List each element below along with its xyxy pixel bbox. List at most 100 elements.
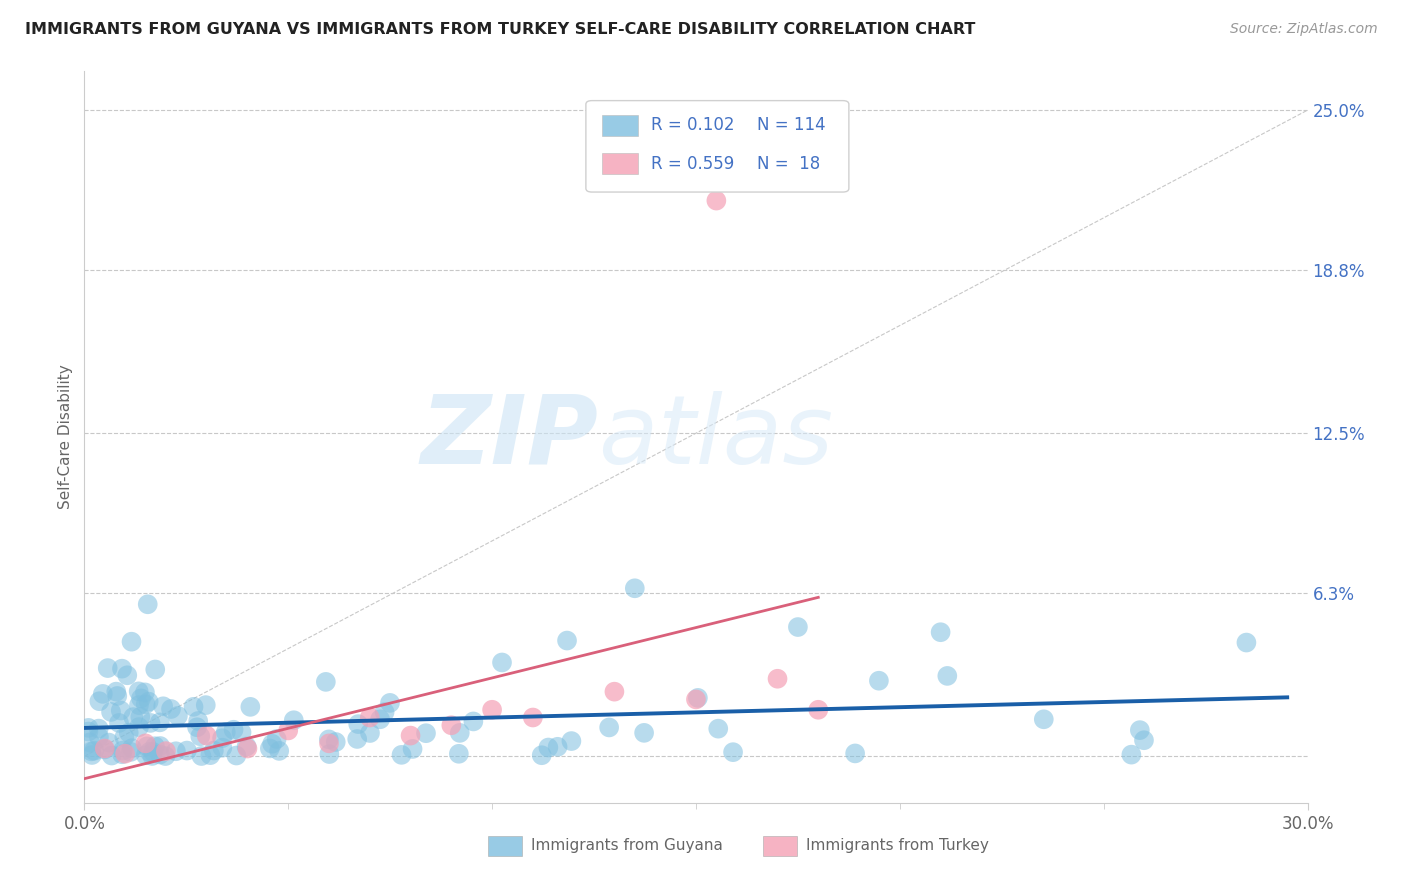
Point: [378, 696, 401, 710]
Point: [190, 749, 212, 764]
Point: [105, 684, 128, 698]
Point: [97, 735, 120, 749]
Point: [603, 684, 626, 698]
Text: Immigrants from Turkey: Immigrants from Turkey: [806, 838, 988, 854]
Text: IMMIGRANTS FROM GUYANA VS IMMIGRANTS FROM TURKEY SELF-CARE DISABILITY CORRELATIO: IMMIGRANTS FROM GUYANA VS IMMIGRANTS FRO…: [25, 22, 976, 37]
Point: [522, 710, 544, 724]
Point: [87, 722, 110, 736]
Point: [239, 699, 262, 714]
Point: [721, 745, 744, 759]
Point: [1121, 747, 1143, 762]
Point: [83, 744, 105, 758]
Point: [598, 721, 620, 735]
FancyBboxPatch shape: [488, 836, 522, 856]
Point: [111, 743, 134, 757]
Point: [415, 726, 437, 740]
Point: [79, 735, 101, 749]
Point: [807, 703, 830, 717]
Point: [211, 731, 233, 746]
Point: [491, 656, 513, 670]
Point: [346, 731, 368, 746]
Point: [215, 725, 238, 739]
Point: [374, 705, 396, 719]
Point: [211, 740, 233, 755]
Point: [120, 745, 142, 759]
Point: [222, 723, 245, 737]
Point: [200, 748, 222, 763]
Point: [686, 690, 709, 705]
Point: [135, 748, 157, 763]
Y-axis label: Self-Care Disability: Self-Care Disability: [58, 365, 73, 509]
Point: [152, 699, 174, 714]
Point: [129, 710, 152, 724]
Point: [122, 710, 145, 724]
Point: [936, 669, 959, 683]
Point: [118, 725, 141, 739]
Point: [555, 633, 578, 648]
FancyBboxPatch shape: [763, 836, 797, 856]
Point: [1032, 712, 1054, 726]
Point: [128, 698, 150, 712]
Point: [447, 747, 470, 761]
Point: [117, 668, 139, 682]
Point: [440, 718, 463, 732]
Point: [165, 744, 187, 758]
Point: [269, 744, 291, 758]
FancyBboxPatch shape: [586, 101, 849, 192]
Point: [91, 687, 114, 701]
Point: [359, 726, 381, 740]
Point: [135, 736, 157, 750]
Point: [100, 748, 122, 763]
Point: [547, 739, 569, 754]
Point: [315, 674, 337, 689]
Point: [87, 730, 110, 744]
Point: [155, 744, 177, 758]
Point: [114, 747, 136, 761]
Point: [110, 704, 132, 718]
Point: [100, 705, 122, 719]
Point: [128, 684, 150, 698]
Point: [176, 743, 198, 757]
Point: [537, 740, 560, 755]
Point: [77, 724, 100, 739]
Point: [685, 692, 707, 706]
Point: [202, 743, 225, 757]
FancyBboxPatch shape: [602, 114, 638, 136]
Point: [391, 747, 413, 762]
Point: [318, 747, 340, 761]
Point: [347, 717, 370, 731]
Point: [481, 703, 503, 717]
Point: [143, 739, 166, 754]
Point: [112, 731, 135, 745]
Point: [766, 672, 789, 686]
Point: [188, 729, 211, 743]
Point: [560, 734, 582, 748]
Text: Source: ZipAtlas.com: Source: ZipAtlas.com: [1230, 22, 1378, 37]
Point: [77, 721, 100, 735]
Point: [283, 713, 305, 727]
Point: [121, 634, 143, 648]
Point: [463, 714, 485, 729]
Point: [80, 747, 103, 762]
Point: [633, 726, 655, 740]
Point: [138, 695, 160, 709]
Point: [262, 737, 284, 751]
Point: [129, 691, 152, 706]
Point: [80, 744, 103, 758]
Point: [449, 726, 471, 740]
Point: [139, 715, 162, 730]
Point: [149, 715, 172, 730]
Point: [97, 661, 120, 675]
Point: [399, 729, 422, 743]
Text: N = 114: N = 114: [758, 117, 825, 135]
Point: [167, 709, 190, 723]
Point: [105, 689, 128, 703]
Point: [530, 748, 553, 763]
Point: [787, 620, 810, 634]
Point: [277, 723, 299, 738]
Text: R = 0.559: R = 0.559: [651, 154, 734, 172]
Point: [149, 739, 172, 753]
Point: [111, 662, 134, 676]
Point: [138, 745, 160, 759]
Point: [231, 725, 253, 739]
